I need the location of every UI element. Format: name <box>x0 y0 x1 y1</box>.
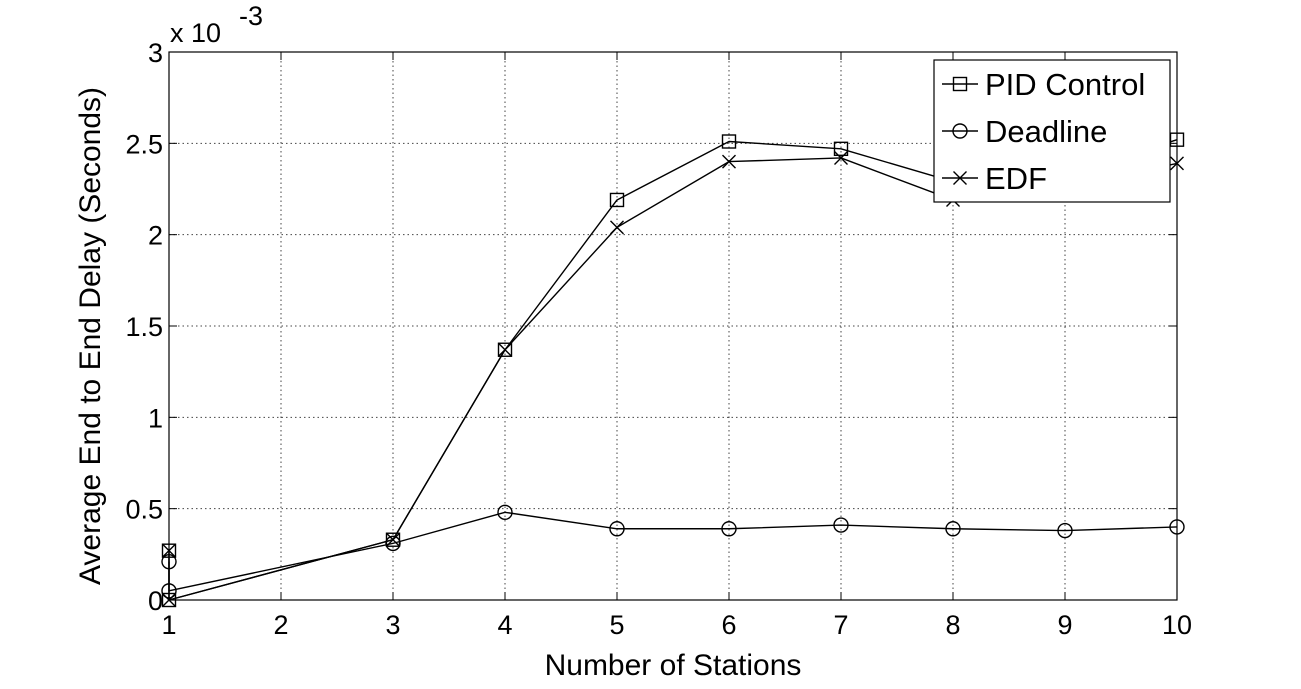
data-point-square <box>833 141 849 157</box>
series-pid-control <box>161 132 1185 608</box>
y-tick-label: 1 <box>148 403 163 433</box>
x-tick-label: 7 <box>833 610 848 640</box>
series-line <box>168 511 1178 592</box>
x-tick-label: 4 <box>497 610 512 640</box>
data-point-circle <box>721 521 737 537</box>
legend-label: EDF <box>985 161 1047 196</box>
legend-marker-circle <box>952 123 968 139</box>
legend: PID Control Deadline EDF <box>933 59 1171 203</box>
data-point-x <box>386 532 400 547</box>
x-tick-label: 2 <box>273 610 288 640</box>
series-group <box>161 132 1185 608</box>
data-point-circle <box>497 504 513 521</box>
legend-label: PID Control <box>985 67 1145 102</box>
x-axis-title: Number of Stations <box>545 649 802 682</box>
data-point-circle <box>385 535 401 552</box>
data-point-x <box>162 543 176 558</box>
data-point-circle <box>1169 519 1185 535</box>
data-point-square <box>721 134 737 149</box>
x-tick-label: 6 <box>721 610 736 640</box>
series-line <box>168 157 1178 601</box>
data-point-x <box>722 154 736 169</box>
legend-marker-x <box>953 171 967 185</box>
y-tick-label: 2 <box>148 221 163 251</box>
legend-label: Deadline <box>985 114 1107 149</box>
data-point-x <box>498 342 512 357</box>
series-edf <box>162 150 1184 607</box>
data-point-x <box>834 150 848 165</box>
y-tick-label: 0.5 <box>125 495 163 525</box>
data-point-x <box>610 220 624 235</box>
y-tick-label: 0 <box>148 586 163 616</box>
data-point-square <box>609 192 625 208</box>
y-exponent-power: -3 <box>239 1 263 31</box>
data-point-x <box>162 593 176 607</box>
x-tick-label: 10 <box>1162 610 1192 640</box>
data-point-circle <box>1057 522 1073 539</box>
data-point-circle <box>609 521 625 537</box>
x-tick-label: 1 <box>161 610 176 640</box>
series-deadline <box>161 504 1185 599</box>
y-axis-title: Average End to End Delay (Seconds) <box>74 87 107 585</box>
data-point-x <box>1170 156 1184 171</box>
x-tick-label: 5 <box>609 610 624 640</box>
y-exponent-label: x 10 <box>170 18 221 48</box>
x-tick-label: 3 <box>385 610 400 640</box>
y-tick-label: 1.5 <box>125 312 163 342</box>
y-tick-label: 2.5 <box>125 129 163 159</box>
series-line <box>168 139 1178 601</box>
y-tick-label: 3 <box>148 38 163 68</box>
x-tick-label: 8 <box>945 610 960 640</box>
y-exponent: x 10 -3 <box>170 1 263 48</box>
axis-ticks: 1 2 3 4 5 6 7 8 9 10 0 0.5 1 1.5 2 2.5 3 <box>125 38 1192 640</box>
legend-marker-square <box>952 76 968 92</box>
x-tick-label: 9 <box>1057 610 1072 640</box>
data-point-circle <box>833 517 849 533</box>
data-point-circle <box>945 521 961 537</box>
data-point-square <box>497 342 513 357</box>
